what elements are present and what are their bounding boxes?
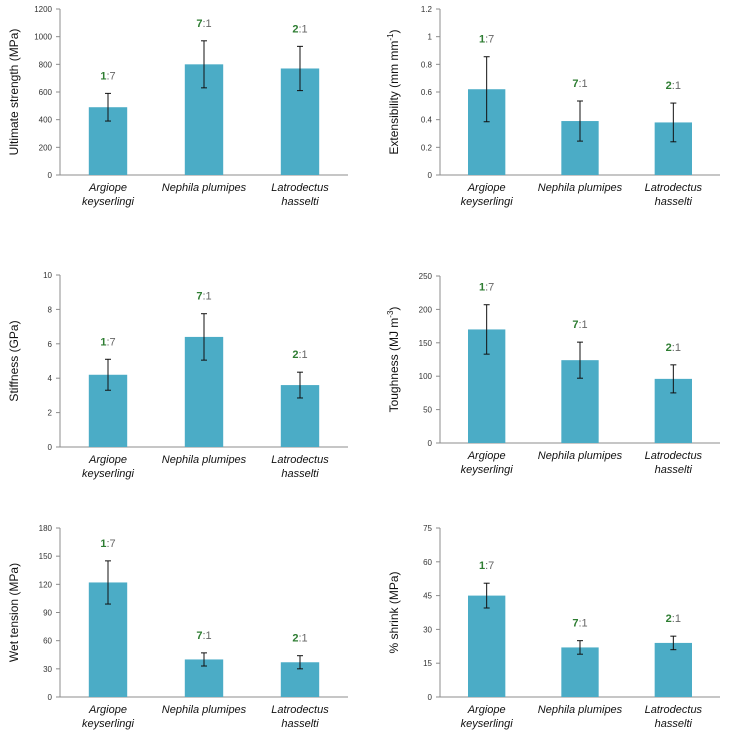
y-tick-label: 50 [423,406,432,415]
ratio-label: 1:7 [100,538,115,550]
category-label: Nephila plumipes [162,454,247,466]
ratio-label: 1:7 [479,560,494,572]
y-axis-label: Toughness (MJ m-3) [386,307,401,413]
chart-panel-3: 0 2 4 6 8 10 Stiffness (GPa) 1:7 Argiope keyserli… [7,271,348,480]
y-tick-label: 0 [428,693,433,702]
chart-panel-6: 0 15 30 45 60 75 % shrink (MPa) 1:7 Argiope keyse… [387,524,720,730]
bar [654,642,692,697]
y-tick-label: 30 [423,625,432,634]
y-axis-label: Extensibility (mm mm-1) [386,29,401,154]
category-label: Nephila plumipes [538,182,623,194]
y-tick-label: 90 [43,609,52,618]
y-tick-label: 150 [39,552,53,561]
category-label: Argiope keyserlingi [82,704,135,730]
y-tick-label: 0.6 [421,88,433,97]
y-tick-label: 60 [43,637,52,646]
chart-panel-4: 0 50 100 150 200 250 Toughness (MJ m-3) 1:7 Argi… [386,272,720,476]
category-label: Nephila plumipes [538,704,623,716]
y-tick-label: 6 [48,340,53,349]
y-axis-label: Ultimate strength (MPa) [7,29,21,156]
y-axis-label: Wet tension (MPa) [7,563,21,662]
category-label: Argiope keyserlingi [461,704,514,730]
y-tick-label: 100 [419,372,433,381]
ratio-label: 7:1 [572,618,587,630]
ratio-label: 2:1 [666,80,681,92]
y-tick-label: 180 [39,524,53,533]
y-tick-label: 60 [423,558,432,567]
category-label: Latrodectus hasselti [271,182,329,208]
ratio-label: 2:1 [292,349,307,361]
y-tick-label: 15 [423,659,432,668]
y-tick-label: 0 [48,443,53,452]
y-tick-label: 1 [428,33,433,42]
y-tick-label: 800 [39,60,53,69]
category-label: Argiope keyserlingi [82,182,135,208]
y-tick-label: 200 [39,143,53,152]
y-tick-label: 200 [419,305,433,314]
y-tick-label: 0 [428,171,433,180]
y-axis-label: Stiffness (GPa) [7,320,21,401]
ratio-label: 2:1 [292,23,307,35]
y-tick-label: 45 [423,592,432,601]
ratio-label: 1:7 [100,70,115,82]
y-tick-label: 0.4 [421,116,433,125]
chart-panel-2: 0 0.2 0.4 0.6 0.8 1 1.2 Extensibility (mm mm-1)… [386,5,720,208]
y-tick-label: 0 [428,439,433,448]
y-tick-label: 0 [48,171,53,180]
y-tick-label: 600 [39,88,53,97]
y-tick-label: 10 [43,271,52,280]
ratio-label: 7:1 [196,291,211,303]
chart-panel-1: 0 200 400 600 800 1000 1200 Ultimate strength (… [7,5,348,208]
ratio-label: 2:1 [666,613,681,625]
y-axis-label: % shrink (MPa) [387,571,401,653]
y-tick-label: 4 [48,374,53,383]
y-tick-label: 0.8 [421,60,433,69]
y-tick-label: 120 [39,580,53,589]
y-tick-label: 8 [48,305,53,314]
ratio-label: 7:1 [572,78,587,90]
y-tick-label: 150 [419,339,433,348]
ratio-label: 7:1 [572,319,587,331]
y-tick-label: 1.2 [421,5,433,14]
y-tick-label: 0 [48,693,53,702]
chart-panel-5: 0 30 60 90 120 150 180 Wet tension (MPa) 1:7 Argi… [7,524,348,730]
category-label: Nephila plumipes [538,450,623,462]
y-tick-label: 0.2 [421,143,433,152]
y-tick-label: 75 [423,524,432,533]
y-tick-label: 1000 [34,33,52,42]
category-label: Argiope keyserlingi [82,454,135,480]
ratio-label: 1:7 [479,282,494,294]
y-tick-label: 30 [43,665,52,674]
y-tick-label: 400 [39,116,53,125]
ratio-label: 7:1 [196,18,211,30]
ratio-label: 1:7 [100,336,115,348]
category-label: Argiope keyserlingi [461,450,514,476]
y-tick-label: 250 [419,272,433,281]
ratio-label: 1:7 [479,34,494,46]
ratio-label: 2:1 [292,633,307,645]
category-label: Argiope keyserlingi [461,182,514,208]
y-tick-label: 2 [48,409,53,418]
category-label: Latrodectus hasselti [271,704,329,730]
bar [561,647,599,697]
ratio-label: 7:1 [196,630,211,642]
category-label: Latrodectus hasselti [645,450,703,476]
category-label: Latrodectus hasselti [645,182,703,208]
category-label: Nephila plumipes [162,182,247,194]
y-tick-label: 1200 [34,5,52,14]
category-label: Latrodectus hasselti [645,704,703,730]
category-label: Latrodectus hasselti [271,454,329,480]
bar [468,595,506,697]
category-label: Nephila plumipes [162,704,247,716]
ratio-label: 2:1 [666,342,681,354]
